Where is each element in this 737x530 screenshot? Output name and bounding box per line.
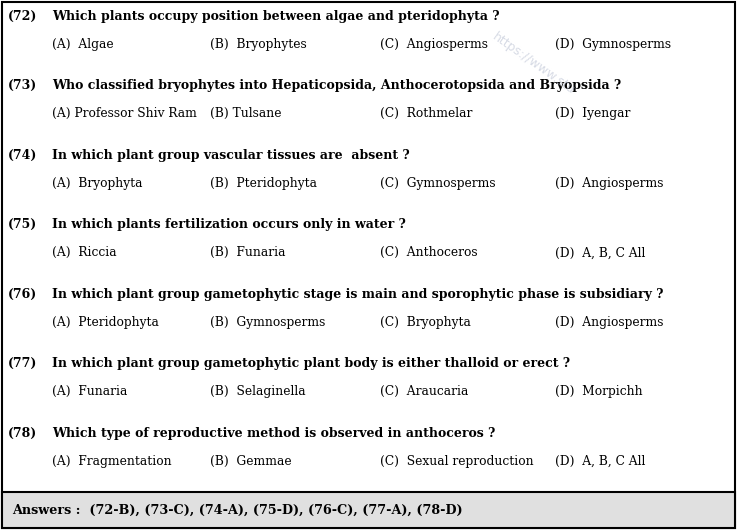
Text: (74): (74) xyxy=(8,149,38,162)
Text: (C)  Sexual reproduction: (C) Sexual reproduction xyxy=(380,455,534,467)
Text: (C)  Angiosperms: (C) Angiosperms xyxy=(380,38,488,51)
Text: (C)  Rothmelar: (C) Rothmelar xyxy=(380,108,472,120)
Text: (D)  Angiosperms: (D) Angiosperms xyxy=(555,177,663,190)
Text: (D)  Angiosperms: (D) Angiosperms xyxy=(555,316,663,329)
Text: (B)  Funaria: (B) Funaria xyxy=(210,246,285,259)
Text: (A)  Pteridophyta: (A) Pteridophyta xyxy=(52,316,159,329)
Text: (C)  Gymnosperms: (C) Gymnosperms xyxy=(380,177,495,190)
Text: (A)  Funaria: (A) Funaria xyxy=(52,385,128,398)
Text: (A)  Bryophyta: (A) Bryophyta xyxy=(52,177,142,190)
Text: (B) Tulsane: (B) Tulsane xyxy=(210,108,282,120)
Text: Which type of reproductive method is observed in anthoceros ?: Which type of reproductive method is obs… xyxy=(52,427,495,439)
Text: (75): (75) xyxy=(8,218,38,231)
Text: (B)  Selaginella: (B) Selaginella xyxy=(210,385,306,398)
Text: (C)  Bryophyta: (C) Bryophyta xyxy=(380,316,471,329)
Text: (72): (72) xyxy=(8,10,38,23)
Text: (A)  Fragmentation: (A) Fragmentation xyxy=(52,455,172,467)
Text: (B)  Gymnosperms: (B) Gymnosperms xyxy=(210,316,325,329)
Text: (73): (73) xyxy=(8,80,38,92)
Text: In which plant group gametophytic stage is main and sporophytic phase is subsidi: In which plant group gametophytic stage … xyxy=(52,288,663,301)
Text: (77): (77) xyxy=(8,357,38,370)
Text: In which plant group vascular tissues are  absent ?: In which plant group vascular tissues ar… xyxy=(52,149,410,162)
Text: In which plant group gametophytic plant body is either thalloid or erect ?: In which plant group gametophytic plant … xyxy=(52,357,570,370)
Text: (A)  Algae: (A) Algae xyxy=(52,38,113,51)
Text: (B)  Gemmae: (B) Gemmae xyxy=(210,455,292,467)
Text: (76): (76) xyxy=(8,288,38,301)
Text: Who classified bryophytes into Hepaticopsida, Anthocerotopsida and Bryopsida ?: Who classified bryophytes into Hepaticop… xyxy=(52,80,621,92)
Text: (D)  A, B, C All: (D) A, B, C All xyxy=(555,246,646,259)
Text: Which plants occupy position between algae and pteridophyta ?: Which plants occupy position between alg… xyxy=(52,10,500,23)
Text: https://www.stu: https://www.stu xyxy=(490,30,577,96)
Text: In which plants fertilization occurs only in water ?: In which plants fertilization occurs onl… xyxy=(52,218,406,231)
Text: (A)  Riccia: (A) Riccia xyxy=(52,246,116,259)
Text: (C)  Araucaria: (C) Araucaria xyxy=(380,385,469,398)
Text: (78): (78) xyxy=(8,427,38,439)
Bar xyxy=(2,492,735,528)
Text: (D)  Gymnosperms: (D) Gymnosperms xyxy=(555,38,671,51)
Text: (D)  A, B, C All: (D) A, B, C All xyxy=(555,455,646,467)
Text: (A) Professor Shiv Ram: (A) Professor Shiv Ram xyxy=(52,108,197,120)
Text: (B)  Bryophytes: (B) Bryophytes xyxy=(210,38,307,51)
Text: Answers :  (72-B), (73-C), (74-A), (75-D), (76-C), (77-A), (78-D): Answers : (72-B), (73-C), (74-A), (75-D)… xyxy=(12,504,463,517)
Text: (D)  Iyengar: (D) Iyengar xyxy=(555,108,630,120)
Text: (B)  Pteridophyta: (B) Pteridophyta xyxy=(210,177,317,190)
Text: (C)  Anthoceros: (C) Anthoceros xyxy=(380,246,478,259)
Text: (D)  Morpichh: (D) Morpichh xyxy=(555,385,643,398)
